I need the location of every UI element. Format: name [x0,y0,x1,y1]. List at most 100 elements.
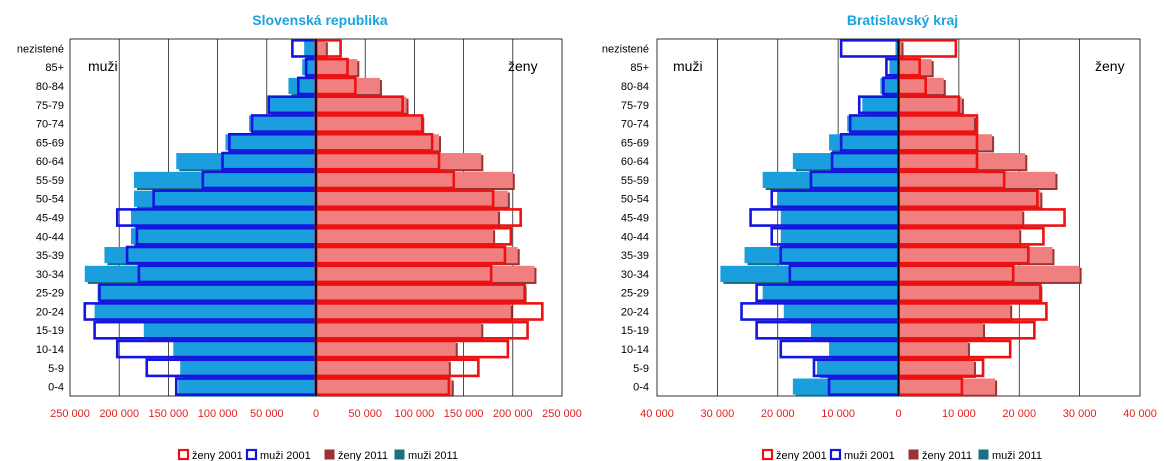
category-label: 65-69 [36,137,64,149]
category-label: 55-59 [36,175,64,187]
category-label: 10-14 [36,344,64,356]
bar-zeny-2011 [316,190,508,207]
bar-muzi-2011 [762,284,899,301]
bar-zeny-2011 [898,40,902,57]
tick-label: 100 000 [395,408,435,420]
bar-zeny-2011 [316,228,494,245]
bar-zeny-2011 [898,171,1056,189]
bar-muzi-2011 [792,153,899,170]
bar-zeny-2011 [316,115,423,132]
category-label: 40-44 [621,231,649,243]
bar-zeny-2011-shadow [900,42,904,59]
bar-zeny-2011 [898,209,1023,226]
bar-muzi-2011 [173,340,316,358]
legend-swatch [761,448,774,461]
bar-muzi-2011 [780,209,899,226]
bar-zeny-2011 [316,303,511,320]
category-label: nezistené [602,43,649,55]
bar-muzi-2011 [780,228,899,245]
tick-label: 250 000 [542,408,582,420]
bar-zeny-2011 [316,171,513,189]
category-label: 15-19 [36,325,64,337]
legend-label: muži 2001 [844,450,895,461]
bar-zeny-2011 [316,359,449,376]
bar-zeny-2011 [316,322,482,339]
tick-label: 0 [895,408,901,420]
category-label: 85+ [45,62,64,74]
category-label: 70-74 [36,119,64,131]
category-label: 45-49 [621,213,649,225]
bar-muzi-2011 [862,96,899,113]
bar-muzi-2011 [783,303,899,320]
bar-zeny-2011 [898,77,944,95]
category-label: 80-84 [621,81,649,93]
bar-muzi-2011 [268,96,316,113]
bar-muzi-2011 [744,246,899,264]
category-label: 5-9 [633,363,649,375]
category-label: 75-79 [36,100,64,112]
bar-zeny-2011 [898,190,1041,207]
bar-zeny-2011 [316,134,439,151]
bar-muzi-2011 [180,359,316,376]
bar-zeny-2011 [898,228,1020,245]
legend-label: ženy 2001 [192,450,243,461]
bar-zeny-2001 [897,39,958,58]
category-label: 35-39 [621,250,649,262]
legend-label: ženy 2011 [922,450,972,461]
category-label: 35-39 [36,250,64,262]
category-label: 60-64 [36,156,64,168]
bar-zeny-2011 [898,96,962,113]
category-label: 10-14 [621,344,649,356]
bar-muzi-2011 [143,322,316,339]
bar-zeny-2011 [898,359,974,376]
category-label: 50-54 [36,194,64,206]
category-label: 30-34 [621,269,649,281]
category-label: nezistené [17,43,64,55]
legend-swatch [908,449,919,460]
bar-zeny-2011 [898,303,1011,320]
bar-muzi-2011 [97,284,316,301]
legend-label: ženy 2001 [776,450,827,461]
bar-zeny-2011 [898,246,1053,264]
category-label: 20-24 [36,306,64,318]
bar-muzi-2011 [762,171,899,189]
bar-zeny-2011 [316,265,535,282]
tick-label: 50 000 [250,408,284,420]
bar-muzi-2011 [889,59,899,76]
category-label: 25-29 [621,288,649,300]
tick-label: 40 000 [640,408,674,420]
tick-label: 150 000 [149,408,189,420]
bar-muzi-2011 [104,246,316,264]
bar-muzi-2011 [249,115,316,132]
category-label: 60-64 [621,156,649,168]
category-label: 20-24 [621,306,649,318]
category-label: 40-44 [36,231,64,243]
bar-zeny-2011 [316,59,358,76]
category-label: 85+ [630,62,649,74]
category-label: 25-29 [36,288,64,300]
bar-zeny-2011 [316,284,525,301]
category-label: 15-19 [621,325,649,337]
bar-zeny-2011 [898,322,984,339]
category-label: 70-74 [621,119,649,131]
category-label: 65-69 [621,137,649,149]
tick-label: 30 000 [701,408,735,420]
bar-muzi-2011 [176,153,316,170]
bar-muzi-2011 [810,322,899,339]
bar-zeny-2011 [316,77,380,95]
legend-swatch [978,449,989,460]
category-label: 5-9 [48,363,64,375]
bar-muzi-2011 [133,171,316,189]
bar-muzi-2011 [720,265,899,282]
tick-label: 50 000 [348,408,382,420]
bar-zeny-2011 [316,209,499,226]
bar-muzi-2011 [225,134,316,151]
bar-muzi-2011 [133,190,316,207]
category-label: 50-54 [621,194,649,206]
tick-label: 20 000 [761,408,795,420]
bar-muzi-2011 [847,115,899,132]
legend-swatch [829,448,842,461]
category-label: 45-49 [36,213,64,225]
tick-label: 200 000 [99,408,139,420]
bar-zeny-2011 [898,378,996,395]
